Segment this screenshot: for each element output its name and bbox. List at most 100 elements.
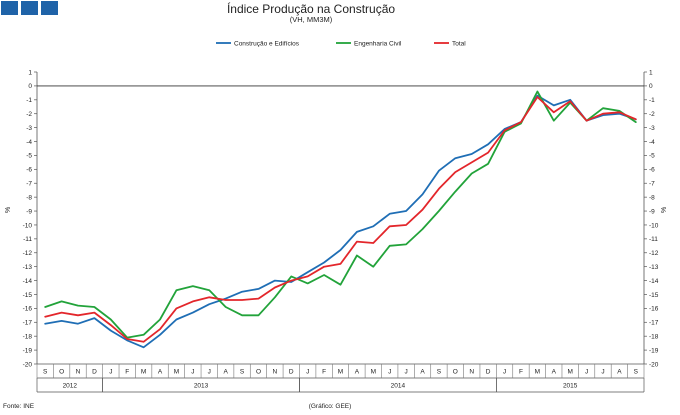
y-tick-label-left: -11 bbox=[23, 236, 32, 243]
x-month-label: O bbox=[453, 369, 458, 376]
x-month-label: M bbox=[535, 369, 540, 376]
y-tick-label-left: -12 bbox=[23, 250, 33, 257]
y-tick-label-right: -8 bbox=[649, 194, 655, 201]
x-month-label: N bbox=[273, 369, 278, 376]
y-tick-label-left: -18 bbox=[23, 333, 33, 340]
x-month-label: M bbox=[338, 369, 343, 376]
y-tick-label-left: -9 bbox=[26, 208, 32, 215]
y-tick-label-left: -3 bbox=[26, 125, 32, 132]
chart-title: Índice Produção na Construção bbox=[227, 1, 395, 16]
y-tick-label-right: -14 bbox=[649, 278, 659, 285]
y-tick-label-left: 1 bbox=[28, 69, 32, 76]
y-tick-label-left: -5 bbox=[26, 153, 32, 160]
x-month-label: J bbox=[585, 369, 588, 376]
x-month-label: S bbox=[437, 369, 442, 376]
x-month-label: J bbox=[404, 369, 407, 376]
x-month-label: D bbox=[486, 369, 491, 376]
series-line-engenharia-civil bbox=[44, 90, 637, 339]
y-tick-label-right: 0 bbox=[649, 83, 653, 90]
y-tick-label-right: -20 bbox=[649, 361, 659, 368]
y-tick-label-left: -2 bbox=[26, 111, 32, 118]
legend-label: Engenharia Civil bbox=[354, 41, 402, 48]
x-month-label: N bbox=[76, 369, 81, 376]
x-month-label: J bbox=[601, 369, 604, 376]
y-tick-label-left: -7 bbox=[26, 181, 32, 188]
y-tick-label-right: -2 bbox=[649, 111, 655, 118]
x-month-label: J bbox=[191, 369, 194, 376]
y-tick-label-right: -15 bbox=[649, 292, 659, 299]
chart-subtitle: (VH, MM3M) bbox=[290, 15, 333, 24]
series-line-total bbox=[44, 96, 637, 343]
x-month-label: J bbox=[503, 369, 506, 376]
x-month-label: S bbox=[43, 369, 48, 376]
x-month-label: J bbox=[208, 369, 211, 376]
y-tick-label-left: -15 bbox=[23, 292, 33, 299]
credit-note: (Gráfico: GEE) bbox=[309, 403, 352, 410]
x-month-label: F bbox=[125, 369, 129, 376]
y-tick-label-right: -16 bbox=[649, 306, 659, 313]
y-tick-label-right: -5 bbox=[649, 153, 655, 160]
x-month-label: N bbox=[469, 369, 474, 376]
y-axis-label-right: % bbox=[661, 207, 668, 213]
y-tick-label-left: -1 bbox=[26, 97, 32, 104]
x-month-label: M bbox=[174, 369, 179, 376]
x-month-label: J bbox=[388, 369, 391, 376]
y-tick-label-right: -10 bbox=[649, 222, 659, 229]
y-tick-label-right: -1 bbox=[649, 97, 655, 104]
y-tick-label-right: -11 bbox=[649, 236, 658, 243]
logo-block bbox=[1, 1, 18, 15]
x-year-label: 2013 bbox=[194, 383, 209, 390]
legend: Construção e Edifícios Engenharia Civil To… bbox=[216, 41, 466, 48]
x-month-label: S bbox=[634, 369, 639, 376]
x-month-label: O bbox=[256, 369, 261, 376]
logo-block bbox=[21, 1, 38, 15]
x-month-label: F bbox=[519, 369, 523, 376]
logo bbox=[1, 1, 58, 15]
y-axis-left: 1 0 -1 -2 -3 -4 -5 -6 -7 -8 -9 -10 -11 -12 -13 -14 -15 -1… bbox=[23, 69, 37, 368]
x-year-label: 2014 bbox=[391, 383, 406, 390]
y-tick-label-right: 1 bbox=[649, 69, 653, 76]
x-month-label: A bbox=[552, 369, 557, 376]
x-month-label: O bbox=[59, 369, 64, 376]
y-tick-label-right: -19 bbox=[649, 347, 659, 354]
y-axis-right: 1 0 -1 -2 -3 -4 -5 -6 -7 -8 -9 -10 -11 -12 -13 -14 -15 -1… bbox=[644, 69, 659, 368]
y-tick-label-left: 0 bbox=[28, 83, 32, 90]
series-line-constru-o-e-edif-cios bbox=[44, 94, 637, 349]
y-tick-label-right: -17 bbox=[649, 320, 659, 327]
y-tick-label-right: -6 bbox=[649, 167, 655, 174]
x-month-label: A bbox=[617, 369, 622, 376]
x-month-label: J bbox=[306, 369, 309, 376]
x-month-label: S bbox=[240, 369, 245, 376]
y-tick-label-right: -3 bbox=[649, 125, 655, 132]
y-tick-label-left: -6 bbox=[26, 167, 32, 174]
axes bbox=[36, 72, 645, 364]
y-tick-label-right: -18 bbox=[649, 333, 659, 340]
x-year-label: 2015 bbox=[563, 383, 578, 390]
x-axis: S O N D J F M A M J J A S O N D J F M A M J J A S O N D J F M A M J J A S 201… bbox=[36, 363, 645, 393]
y-tick-label-left: -19 bbox=[23, 347, 33, 354]
x-month-label: A bbox=[355, 369, 360, 376]
logo-block bbox=[41, 1, 58, 15]
x-year-label: 2012 bbox=[63, 383, 78, 390]
x-month-label: D bbox=[289, 369, 294, 376]
y-tick-label-right: -9 bbox=[649, 208, 655, 215]
y-tick-label-left: -4 bbox=[26, 139, 32, 146]
y-tick-label-left: -10 bbox=[23, 222, 33, 229]
x-month-label: M bbox=[567, 369, 572, 376]
y-tick-label-left: -20 bbox=[23, 361, 33, 368]
legend-label: Total bbox=[452, 41, 466, 48]
y-tick-label-right: -4 bbox=[649, 139, 655, 146]
y-tick-label-left: -14 bbox=[23, 278, 33, 285]
x-month-label: A bbox=[420, 369, 425, 376]
y-tick-label-right: -7 bbox=[649, 181, 655, 188]
y-tick-label-left: -13 bbox=[23, 264, 33, 271]
series-lines bbox=[44, 90, 637, 349]
y-tick-label-left: -16 bbox=[23, 306, 33, 313]
y-tick-label-left: -8 bbox=[26, 194, 32, 201]
x-month-label: M bbox=[141, 369, 146, 376]
y-axis-label-left: % bbox=[5, 207, 12, 213]
x-month-label: M bbox=[371, 369, 376, 376]
y-tick-label-right: -13 bbox=[649, 264, 659, 271]
y-tick-label-right: -12 bbox=[649, 250, 659, 257]
